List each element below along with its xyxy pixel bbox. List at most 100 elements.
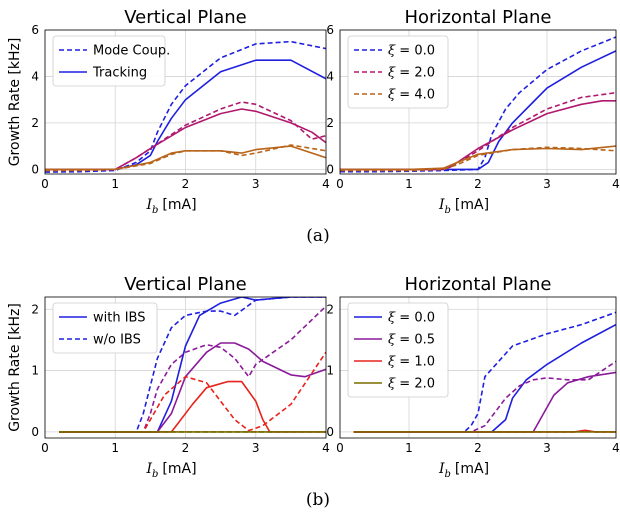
legend-value: 4.0 [414,88,435,103]
y-tick-label: 6 [326,23,334,37]
series-line-1 [353,323,616,433]
x-axis-symbol: I [438,197,445,213]
legend-label: ξ = 1.0 [388,355,435,370]
legend-xi-symbol: ξ [388,377,396,392]
legend: ξ = 0.0ξ = 2.0ξ = 4.0 [347,35,449,109]
x-tick-label: 2 [474,441,482,455]
y-tick-label: 1 [326,364,334,378]
legend-label: ξ = 0.0 [388,44,435,59]
legend-value: 2.0 [414,66,435,81]
x-tick-label: 0 [336,441,344,455]
series-line-5 [340,145,616,171]
series-line-3 [59,305,326,433]
x-axis-label: Ib [mA] [438,197,489,216]
x-axis-unit: [mA] [162,461,196,477]
legend-value: 0.0 [414,311,435,326]
legend-xi-symbol: ξ [388,333,396,348]
x-axis-unit: [mA] [162,197,196,213]
x-tick-label: 2 [182,441,190,455]
x-tick-label: 2 [474,177,482,191]
legend-value: 0.5 [414,333,435,348]
series-line-1 [59,297,326,433]
series-line-2 [59,342,326,433]
x-tick-label: 1 [405,177,413,191]
y-axis-label: Growth Rate [kHz] [7,38,23,167]
y-tick-label: 0 [326,162,334,176]
legend-xi-symbol: ξ [388,44,396,59]
x-tick-label: 3 [252,441,260,455]
y-axis-label: Growth Rate [kHz] [7,303,23,432]
legend-label: ξ = 0.0 [388,311,435,326]
x-tick-label: 3 [543,177,551,191]
legend-equals: = [395,66,414,81]
legend-label: Mode Coup. [93,44,170,59]
axes-frame [44,29,327,175]
x-axis-subscript: b [444,205,450,216]
y-tick-label: 6 [31,23,39,37]
legend-equals: = [395,355,414,370]
y-tick-label: 2 [326,116,334,130]
legend-equals: = [395,311,414,326]
axes-frame [339,296,617,439]
x-axis-symbol: I [145,461,152,477]
y-tick-label: 0 [326,425,334,439]
x-tick-label: 1 [111,441,119,455]
legend-equals: = [395,377,414,392]
series-line-2 [353,360,616,433]
x-tick-label: 4 [612,441,620,455]
x-axis-subscript: b [152,205,158,216]
y-tick-label: 0 [31,162,39,176]
panel-a-vertical: 0 1 2 3 4 0 2 4 6 Vertical Plane Ib [mA] Growth Rate… [7,7,330,216]
legend-equals: = [395,44,414,59]
x-tick-label: 4 [322,441,330,455]
axes-frame [339,29,617,175]
x-axis-unit: [mA] [455,197,489,213]
legend-value: 2.0 [414,377,435,392]
legend-xi-symbol: ξ [388,66,396,81]
legend-xi-symbol: ξ [388,355,396,370]
x-tick-label: 4 [322,177,330,191]
caption-b: (b) [306,490,330,510]
y-tick-label: 0 [31,425,39,439]
x-tick-label: 2 [182,177,190,191]
legend-xi-symbol: ξ [388,88,396,103]
x-axis-subscript: b [444,469,450,480]
panel-b-vertical: 0 1 2 3 4 0 1 2 Vertical Plane Ib [mA] Growth Rate … [7,274,330,480]
legend-value: 0.0 [414,44,435,59]
legend-equals: = [395,333,414,348]
x-axis-subscript: b [152,469,158,480]
legend-box [347,302,449,398]
legend-equals: = [395,88,414,103]
x-axis-unit: [mA] [455,461,489,477]
x-axis-symbol: I [438,461,445,477]
x-tick-label: 3 [252,177,260,191]
legend-label: Tracking [92,66,147,81]
chart-title: Vertical Plane [124,7,246,28]
x-axis-label: Ib [mA] [438,461,489,480]
legend-label: with IBS [93,311,146,326]
legend: with IBS w/o IBS [52,302,158,354]
series-line-4 [340,146,616,172]
chart-title: Vertical Plane [124,274,246,295]
series-line-5 [45,145,326,171]
series-line-0 [353,311,616,433]
axes-frame [44,296,327,439]
legend: Mode Coup. Tracking [52,35,170,87]
legend: ξ = 0.0ξ = 0.5ξ = 1.0ξ = 2.0 [347,302,449,398]
series-line-0 [45,40,326,173]
x-tick-label: 0 [336,177,344,191]
x-tick-label: 0 [41,177,49,191]
x-axis-label: Ib [mA] [145,197,196,216]
series-line-0 [340,36,616,173]
legend-box [52,302,158,354]
legend-label: ξ = 2.0 [388,377,435,392]
x-tick-label: 4 [612,177,620,191]
chart-title: Horizontal Plane [405,7,552,28]
chart-title: Horizontal Plane [405,274,552,295]
legend-label: ξ = 2.0 [388,66,435,81]
legend-value: 1.0 [414,355,435,370]
legend-xi-symbol: ξ [388,311,396,326]
x-tick-label: 0 [41,441,49,455]
